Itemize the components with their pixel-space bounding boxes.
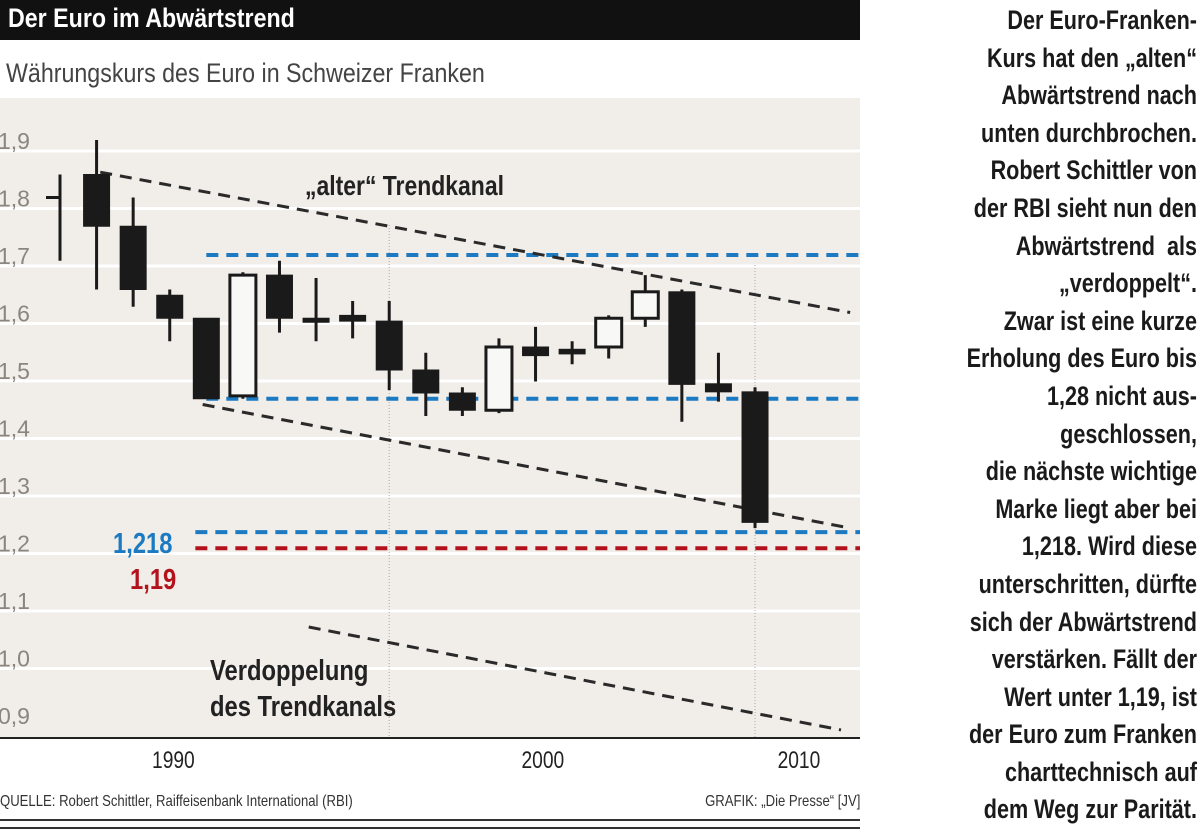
footer-rule — [0, 819, 860, 821]
candle-body — [412, 369, 440, 394]
side-text-line: Der Euro-Franken- — [1007, 5, 1197, 35]
candle-body — [668, 291, 696, 385]
side-text-line: der RBI sieht nun den — [973, 192, 1197, 223]
candle — [119, 197, 147, 307]
side-text-line: der Euro zum Franken — [968, 719, 1197, 750]
candle-body — [558, 348, 586, 355]
side-text-line: „verdoppelt“. — [1058, 268, 1197, 299]
old-channel-label: „alter“ Trendkanal — [305, 171, 504, 202]
candle — [156, 289, 184, 342]
side-text-line: Abwärtstrend als — [1015, 230, 1197, 261]
y-tick-label: 1,7 — [0, 243, 30, 269]
candle — [448, 387, 476, 416]
side-text-line: verstärken. Fällt der — [991, 644, 1197, 675]
side-text-line: sich der Abwärtstrend — [969, 606, 1197, 637]
candle — [412, 352, 440, 416]
candle-body — [704, 383, 732, 393]
candle-body — [265, 274, 293, 319]
y-tick-label: 1,2 — [0, 531, 30, 557]
side-text-line: Erholung des Euro bis — [966, 343, 1197, 374]
candle — [558, 341, 586, 365]
graphic-credit: GRAFIK: „Die Presse“ [JV] — [704, 793, 860, 810]
candle-body — [228, 273, 258, 398]
candle — [83, 140, 111, 290]
side-text-line: Kurs hat den „alten“ — [986, 42, 1197, 73]
candle — [375, 301, 403, 391]
candle — [228, 272, 258, 399]
y-tick-label: 1,1 — [0, 588, 30, 614]
candle-body — [302, 317, 330, 323]
footer-rule-bottom — [0, 827, 860, 829]
candle — [265, 260, 293, 333]
candle — [522, 326, 550, 382]
level-1218-label: 1,218 — [113, 527, 172, 560]
y-tick-label: 1,8 — [0, 186, 30, 212]
side-text-line: unterschritten, dürfte — [978, 568, 1197, 599]
candle — [339, 301, 367, 339]
candle-body — [522, 346, 550, 357]
candle-body — [741, 391, 769, 523]
candle — [704, 352, 732, 402]
source-note: QUELLE: Robert Schittler, Raiffeisenbank… — [0, 793, 353, 810]
candle — [741, 387, 769, 529]
candle — [484, 338, 514, 414]
side-text-line: Wert unter 1,19, ist — [1004, 681, 1197, 712]
candle-body — [192, 317, 220, 400]
y-tick-label: 1,3 — [0, 473, 30, 499]
trendline-upper — [99, 170, 851, 314]
candle-body — [484, 345, 514, 412]
y-tick-label: 1,5 — [0, 358, 30, 384]
candle — [630, 275, 660, 327]
side-text-line: Abwärtstrend nach — [1001, 80, 1197, 111]
candle-body — [119, 225, 147, 290]
trendline-doubled — [308, 625, 842, 732]
y-tick-label: 1,9 — [0, 128, 30, 154]
chart-subtitle: Währungskurs des Euro in Schweizer Frank… — [6, 58, 485, 88]
y-tick-label: 1,6 — [0, 301, 30, 327]
candle — [302, 278, 330, 342]
chart-title: Der Euro im Abwärtstrend — [8, 3, 295, 33]
candle — [668, 289, 696, 422]
candle-body — [448, 392, 476, 411]
candle-body — [83, 174, 111, 227]
candle-body — [594, 316, 624, 349]
level-119-label: 1,19 — [130, 563, 176, 596]
candle-body — [339, 314, 367, 322]
side-text-line: 1,218. Wird diese — [1021, 531, 1197, 562]
plot-background — [0, 98, 860, 738]
x-tick-label: 1990 — [152, 746, 195, 774]
side-text-line: Zwar ist eine kurze — [1003, 305, 1197, 336]
side-text-line: Marke liegt aber bei — [995, 493, 1197, 524]
candle-body — [630, 290, 660, 320]
title-bar: Der Euro im Abwärtstrend — [0, 0, 860, 40]
side-text-line: 1,28 nicht aus- — [1046, 380, 1197, 411]
y-tick-label: 1,4 — [0, 416, 30, 442]
x-tick-label: 2010 — [778, 746, 821, 774]
doubled-channel-label-line2: des Trendkanals — [210, 690, 396, 723]
side-article-text: Der Euro-Franken- Kurs hat den „alten“ Abw… — [857, 2, 1197, 829]
side-text-line: geschlossen, — [1060, 418, 1197, 449]
side-text-line: dem Weg zur Parität. — [983, 794, 1197, 825]
x-tick-label: 2000 — [522, 746, 565, 774]
side-text-line: die nächste wichtige — [985, 456, 1197, 487]
side-text-line: charttechnisch auf — [1004, 756, 1197, 787]
y-tick-label: 0,9 — [0, 703, 30, 729]
candle — [46, 174, 62, 261]
candle-body — [156, 294, 184, 319]
side-text-line: Robert Schittler von — [990, 155, 1197, 186]
doubled-channel-label-line1: Verdoppelung — [210, 654, 368, 687]
side-text-line: unten durchbrochen. — [981, 117, 1197, 148]
candle — [594, 315, 624, 359]
candle — [192, 317, 220, 400]
y-tick-label: 1,0 — [0, 646, 30, 672]
candlestick-chart: 1,9 1,8 1,7 1,6 1,5 1,4 1,3 1,2 1,1 1,0 0,9 1990 200… — [0, 98, 860, 774]
candle-body — [375, 320, 403, 371]
